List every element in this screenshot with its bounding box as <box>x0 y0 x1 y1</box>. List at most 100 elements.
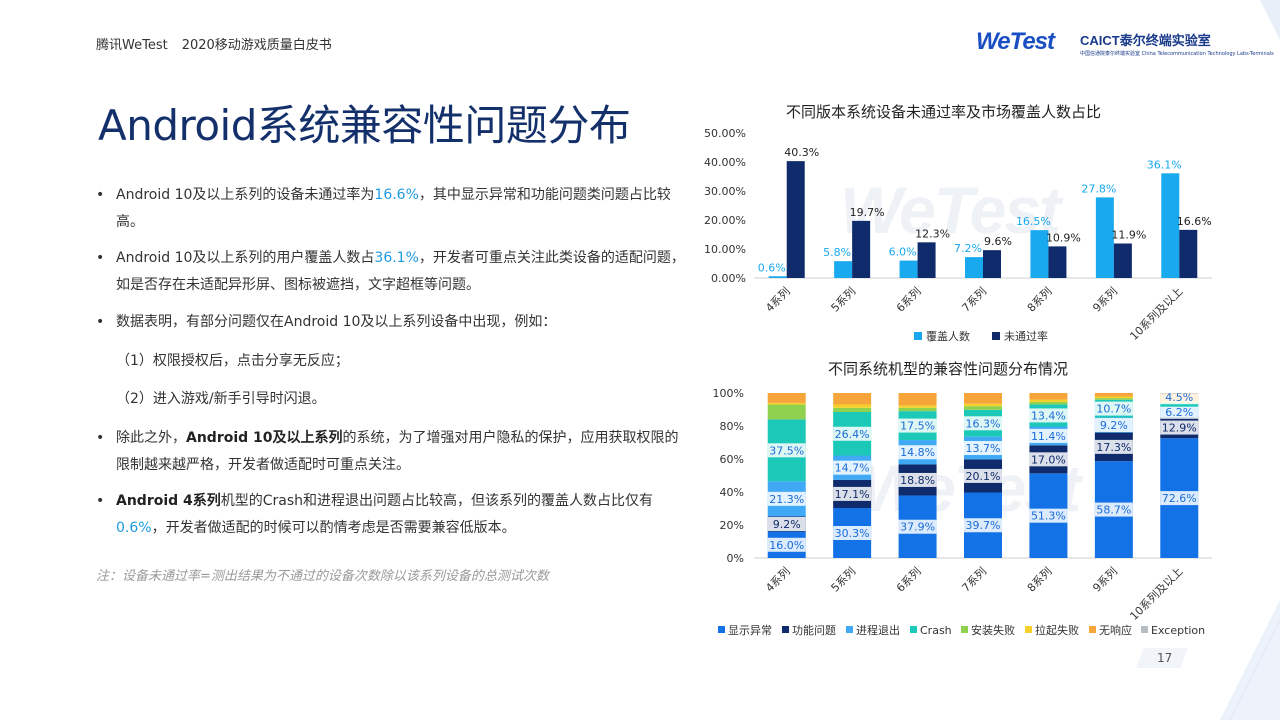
bar <box>1095 197 1114 278</box>
data-label: 17.0% <box>1031 453 1066 466</box>
stack-segment <box>898 393 937 406</box>
data-label-bg <box>833 426 872 441</box>
bullet-5-text-b: ，开发者做适配的时候可以酌情考虑是否需要兼容低版本。 <box>151 520 516 536</box>
y-tick-label: 0% <box>727 552 744 565</box>
data-label: 14.7% <box>835 462 870 475</box>
bullet-5-text-a: 机型的Crash和进程退出问题占比较高，但该系列的覆盖人数占比仅有 <box>220 493 654 509</box>
stack-segment <box>767 393 806 403</box>
stack-segment <box>833 393 872 405</box>
x-tick-label: 7系列 <box>959 564 989 594</box>
legend-swatch <box>910 626 917 633</box>
legend-label: 无响应 <box>1099 623 1132 637</box>
legend-swatch <box>992 332 1000 340</box>
data-label-bg <box>833 486 872 501</box>
watermark-top: WeTest <box>840 173 1061 247</box>
stack-segment <box>898 405 937 408</box>
data-label-bg <box>964 518 1002 533</box>
chart-1-title: 不同版本系统设备未通过率及市场覆盖人数占比 <box>786 103 1102 121</box>
bar <box>1161 173 1180 278</box>
bullet-dot-icon: • <box>96 250 105 266</box>
data-label: 21.3% <box>769 493 804 506</box>
y-tick-label: 30.00% <box>704 185 746 198</box>
bullet-4-bold: Android 10及以上系列 <box>186 430 343 446</box>
data-label: 16.6% <box>1177 215 1212 228</box>
x-tick-label: 9系列 <box>1090 284 1120 314</box>
data-label-bg <box>1029 508 1068 523</box>
stack-segment <box>1094 393 1133 397</box>
stack-segment <box>898 407 937 412</box>
y-tick-label: 40% <box>720 486 744 499</box>
stack-segment <box>1029 401 1068 405</box>
data-label-bg <box>1029 408 1068 423</box>
legend-swatch <box>782 626 789 633</box>
data-label: 13.7% <box>966 442 1001 455</box>
legend-swatch <box>961 626 968 633</box>
page-title: Android系统兼容性问题分布 <box>98 101 631 150</box>
bullet-dot-icon: • <box>96 493 105 509</box>
bullet-dot-icon: • <box>96 430 105 446</box>
data-label: 30.3% <box>835 527 870 540</box>
data-label-bg <box>1029 428 1068 443</box>
bullet-3-sub-1: （1）权限授权后，点击分享无反应； <box>116 353 349 369</box>
data-label: 7.2% <box>954 242 982 255</box>
data-label-bg <box>964 441 1002 456</box>
data-label: 37.9% <box>900 521 935 534</box>
data-label: 11.4% <box>1031 430 1066 443</box>
stack-segment <box>833 404 872 408</box>
x-tick-label: 8系列 <box>1024 564 1054 594</box>
bullet-sub-item-1: （1）权限授权后，点击分享无反应； <box>96 348 686 375</box>
legend-label: Exception <box>1151 624 1205 637</box>
data-label: 13.4% <box>1031 409 1066 422</box>
caict-logo: CAICT泰尔终端实验室 中国信通院泰尔终端实验室 China Telecomm… <box>1080 30 1274 57</box>
bullet-3-sub-2: （2）进入游戏/新手引导时闪退。 <box>116 391 326 407</box>
legend-swatch <box>846 626 853 633</box>
y-tick-label: 100% <box>713 387 744 400</box>
bullet-item-1: • Android 10及以上系列的设备未通过率为16.6%，其中显示异常和功能… <box>96 182 686 236</box>
legend-label: 拉起失败 <box>1035 623 1079 637</box>
x-tick-label: 5系列 <box>828 284 858 314</box>
legend-label: 功能问题 <box>792 623 836 637</box>
data-label: 18.8% <box>900 474 935 487</box>
bar <box>834 261 853 278</box>
caict-logo-subtext: 中国信通院泰尔终端实验室 China Telecommunication Tec… <box>1080 51 1274 57</box>
chart-1-svg: 0.00% 10.00% 20.00% 30.00% 40.00% 50.00% 0.6% 4… <box>704 127 1212 343</box>
data-label-bg <box>767 491 806 506</box>
data-label-bg <box>1094 418 1133 433</box>
stack-segment <box>964 403 1002 407</box>
y-tick-label: 20.00% <box>704 214 746 227</box>
x-tick-label: 9系列 <box>1090 564 1120 594</box>
data-label: 6.2% <box>1165 406 1193 419</box>
legend-label: 进程退出 <box>856 623 900 637</box>
header-report: 2020移动游戏质量白皮书 <box>181 38 332 53</box>
data-label: 16.3% <box>966 417 1001 430</box>
legend-label: 显示异常 <box>728 624 772 637</box>
data-label-bg <box>767 443 806 458</box>
data-label: 9.2% <box>1100 419 1128 432</box>
bullet-4-text-b: 的系统，为了增强对用户隐私的保护，应用获取权限的限制越来越严格，开发者做适配时可… <box>116 430 679 473</box>
data-label-bg <box>1160 390 1199 405</box>
legend-label: 未通过率 <box>1004 329 1048 343</box>
chart-2-svg: 0% 20% 40% 60% 80% 100% 16.0% 9.2% 21.3% 37.5% 4系列… <box>713 387 1212 637</box>
wetest-logo: WeTest <box>976 28 1055 55</box>
bullet-item-2: • Android 10及以上系列的用户覆盖人数占36.1%，开发者可重点关注此… <box>96 245 686 299</box>
bar <box>852 220 871 278</box>
legend-label: 覆盖人数 <box>926 329 970 343</box>
data-label-bg <box>1094 401 1133 416</box>
x-tick-label: 6系列 <box>893 284 923 314</box>
caict-logo-text: CAICT泰尔终端实验室 <box>1080 33 1211 48</box>
data-label-bg <box>898 418 937 433</box>
data-label: 36.1% <box>1147 158 1182 171</box>
data-label-bg <box>898 445 937 460</box>
y-tick-label: 50.00% <box>704 127 746 140</box>
data-label-bg <box>833 460 872 475</box>
y-tick-label: 20% <box>720 519 744 532</box>
chart-2-title: 不同系统机型的兼容性问题分布情况 <box>828 360 1069 378</box>
y-tick-label: 80% <box>720 420 744 433</box>
data-label: 10.9% <box>1046 231 1081 244</box>
data-label: 12.3% <box>915 227 950 240</box>
stack-segment <box>1094 398 1133 400</box>
data-label: 72.6% <box>1162 492 1197 505</box>
data-label: 5.8% <box>823 246 851 259</box>
bar <box>1179 229 1198 278</box>
legend-swatch <box>1141 626 1148 633</box>
